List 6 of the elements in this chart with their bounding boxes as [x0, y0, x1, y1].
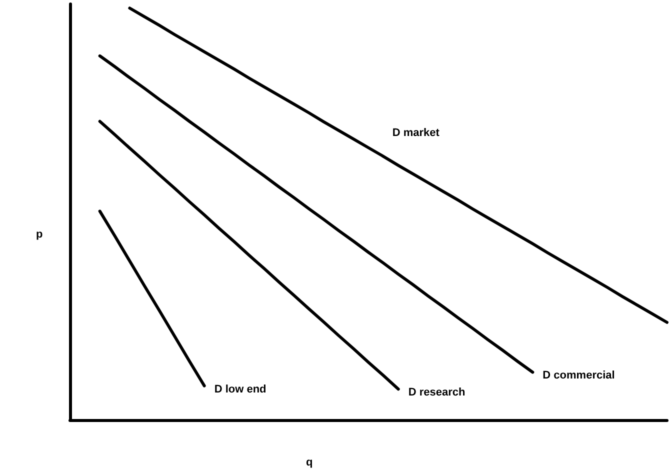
series-label: D market — [392, 126, 440, 139]
x-axis-title: q — [306, 456, 313, 468]
series-label: D low end — [214, 383, 266, 396]
series-label: D commercial — [542, 370, 615, 382]
series-label: D research — [408, 386, 466, 399]
y-axis-title: p — [36, 228, 43, 240]
